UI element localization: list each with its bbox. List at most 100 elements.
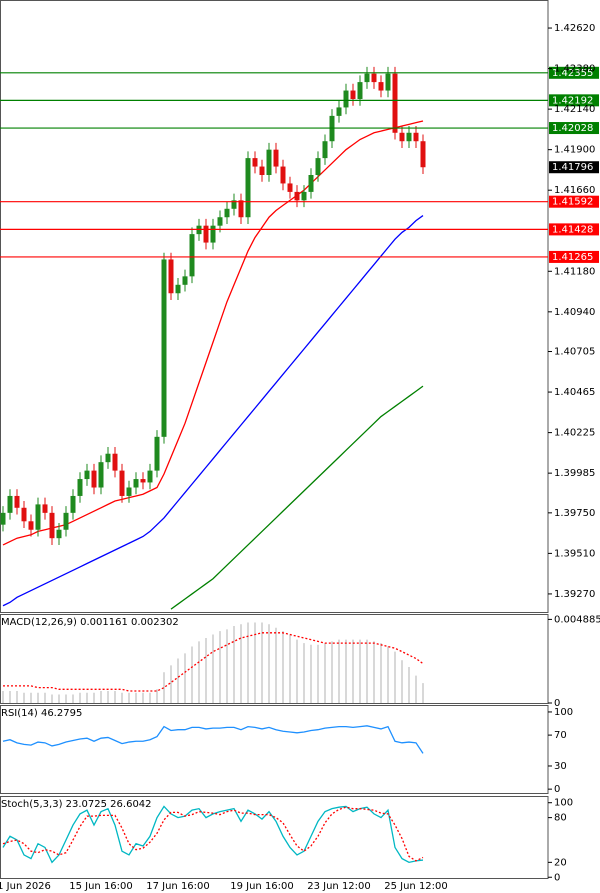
y-tick-label: 1.40225 <box>554 428 595 439</box>
candle-body <box>175 284 181 294</box>
level-label: 1.41265 <box>552 252 593 263</box>
y-tick-label: 100 <box>554 798 573 809</box>
y-tick-label: 0 <box>554 784 560 795</box>
level-label: 1.41592 <box>552 197 593 208</box>
candle-body <box>154 436 160 471</box>
candle-body <box>336 107 342 116</box>
y-tick-label: 20 <box>554 857 567 868</box>
candle-body <box>28 521 34 530</box>
level-box <box>549 122 599 135</box>
candle-body <box>322 141 328 159</box>
y-tick-label: 1.39510 <box>554 548 595 559</box>
candle-body <box>56 529 62 539</box>
candle-body <box>189 234 195 277</box>
y-tick-label: 1.40940 <box>554 307 595 318</box>
candle-body <box>112 453 118 471</box>
candle-body <box>406 132 412 142</box>
candle-body <box>63 512 69 530</box>
y-tick-label: 100 <box>554 707 573 718</box>
level-box <box>549 223 599 236</box>
candle-body <box>287 183 293 192</box>
price-box <box>549 161 599 174</box>
y-tick-label: 30 <box>554 761 567 772</box>
x-tick-label: 17 Jun 16:00 <box>146 881 210 892</box>
candle-body <box>133 479 139 488</box>
candle-body <box>378 82 384 91</box>
candle-body <box>91 470 97 488</box>
candle-body <box>42 504 48 513</box>
candle-body <box>364 73 370 83</box>
price-label: 1.41796 <box>552 162 593 173</box>
indicator-line <box>2 725 424 754</box>
candle-body <box>7 495 13 513</box>
candle-body <box>392 73 398 133</box>
y-tick-label: 1.39985 <box>554 468 595 479</box>
panel-frame <box>0 705 549 794</box>
candle-body <box>259 166 265 176</box>
x-tick-label: 15 Jun 16:00 <box>69 881 133 892</box>
candle-body <box>231 200 237 209</box>
level-label: 1.41428 <box>552 224 593 235</box>
panel-label: RSI(14) 46.2795 <box>1 708 82 719</box>
candle-body <box>301 191 307 201</box>
y-tick-label: 1.41180 <box>554 266 595 277</box>
candle-body <box>98 462 104 488</box>
candle-body <box>119 470 125 496</box>
candle-body <box>343 90 349 108</box>
y-tick-label: 1.42620 <box>554 23 595 34</box>
candle-body <box>399 132 405 142</box>
candle-body <box>147 470 153 483</box>
candle-body <box>294 191 300 201</box>
indicator-line <box>2 806 424 862</box>
y-tick-label: 1.41900 <box>554 145 595 156</box>
x-tick-label: 19 Jun 16:00 <box>230 881 294 892</box>
y-tick-label: 70 <box>554 730 567 741</box>
x-tick-label: 1 Jun 2026 <box>0 881 51 892</box>
level-box <box>549 250 599 263</box>
candle-body <box>35 504 41 530</box>
panel-label: MACD(12,26,9) 0.001161 0.002302 <box>1 617 179 628</box>
level-label: 1.42192 <box>552 95 593 106</box>
candle-body <box>168 259 174 294</box>
moving-average <box>2 215 424 607</box>
candle-body <box>420 141 426 168</box>
candle-body <box>14 495 20 508</box>
level-label: 1.42355 <box>552 68 593 79</box>
candle-body <box>210 225 216 243</box>
candle-body <box>273 149 279 167</box>
candle-body <box>266 149 272 176</box>
candle-body <box>357 82 363 99</box>
candle-body <box>308 175 314 192</box>
candle-body <box>350 90 356 99</box>
panel-frame <box>0 614 549 704</box>
candle-body <box>217 217 223 226</box>
y-tick-label: 1.42140 <box>554 104 595 115</box>
candle-body <box>140 479 146 483</box>
x-tick-label: 25 Jun 12:00 <box>384 881 448 892</box>
y-tick-label: 0.004885 <box>554 614 600 625</box>
panel-label: Stoch(5,3,3) 23.0725 26.6042 <box>1 799 152 810</box>
candle-body <box>182 276 188 285</box>
candle-body <box>315 158 321 176</box>
y-tick-label: 1.39750 <box>554 508 595 519</box>
candle-body <box>252 158 258 167</box>
indicator-line <box>2 805 424 864</box>
candle-body <box>0 512 6 525</box>
x-tick-label: 23 Jun 12:00 <box>307 881 371 892</box>
y-tick-label: 1.39270 <box>554 589 595 600</box>
candle-body <box>77 479 83 496</box>
y-tick-label: 0 <box>554 698 560 709</box>
level-box <box>549 66 599 79</box>
candle-body <box>245 158 251 218</box>
level-box <box>549 94 599 107</box>
moving-average <box>2 120 424 546</box>
level-label: 1.42028 <box>552 123 593 134</box>
candle-body <box>84 470 90 480</box>
candle-body <box>161 259 167 437</box>
candle-body <box>238 200 244 218</box>
candle-body <box>49 512 55 539</box>
candle-body <box>21 507 27 522</box>
candle-body <box>126 487 132 496</box>
candle-body <box>224 208 230 218</box>
